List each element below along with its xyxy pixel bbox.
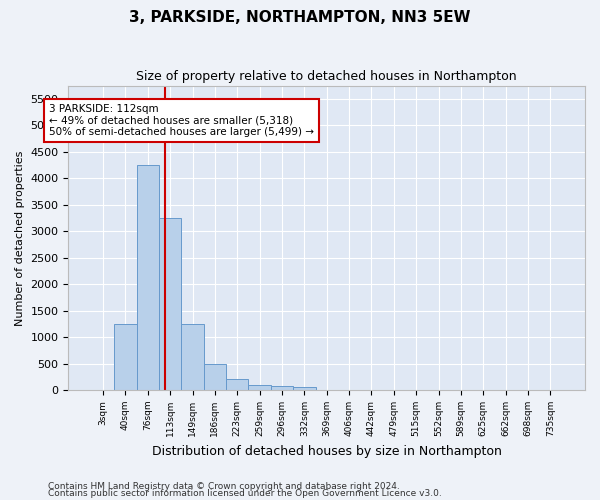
Bar <box>226 380 248 390</box>
Bar <box>293 388 316 390</box>
Bar <box>204 364 226 390</box>
Title: Size of property relative to detached houses in Northampton: Size of property relative to detached ho… <box>136 70 517 83</box>
Bar <box>271 386 293 390</box>
Bar <box>137 165 159 390</box>
X-axis label: Distribution of detached houses by size in Northampton: Distribution of detached houses by size … <box>152 444 502 458</box>
Bar <box>248 385 271 390</box>
Text: 3, PARKSIDE, NORTHAMPTON, NN3 5EW: 3, PARKSIDE, NORTHAMPTON, NN3 5EW <box>129 10 471 25</box>
Text: Contains HM Land Registry data © Crown copyright and database right 2024.: Contains HM Land Registry data © Crown c… <box>48 482 400 491</box>
Text: Contains public sector information licensed under the Open Government Licence v3: Contains public sector information licen… <box>48 490 442 498</box>
Bar <box>114 324 137 390</box>
Bar <box>159 218 181 390</box>
Bar <box>181 324 204 390</box>
Y-axis label: Number of detached properties: Number of detached properties <box>15 150 25 326</box>
Text: 3 PARKSIDE: 112sqm
← 49% of detached houses are smaller (5,318)
50% of semi-deta: 3 PARKSIDE: 112sqm ← 49% of detached hou… <box>49 104 314 138</box>
